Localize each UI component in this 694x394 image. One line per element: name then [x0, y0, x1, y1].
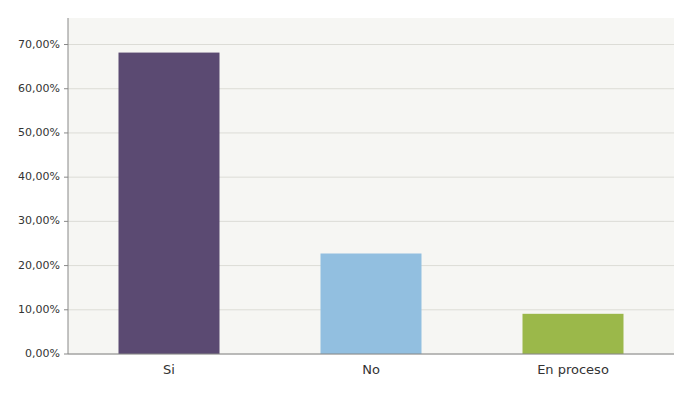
- bar: [321, 254, 422, 354]
- y-tick: [64, 265, 68, 266]
- y-tick-label: 30,00%: [18, 214, 60, 227]
- x-tick-label: No: [362, 362, 380, 377]
- bars: [119, 53, 624, 354]
- grid-line: [68, 44, 674, 45]
- plot-background: [68, 18, 674, 354]
- y-tick-label: 50,00%: [18, 126, 60, 139]
- y-tick-label: 20,00%: [18, 259, 60, 272]
- x-tick-label: En proceso: [537, 362, 609, 377]
- y-tick-label: 70,00%: [18, 38, 60, 51]
- y-tick: [64, 309, 68, 310]
- y-tick: [64, 132, 68, 133]
- x-axis-line: [68, 354, 674, 355]
- bar: [119, 53, 220, 354]
- y-tick-label: 0,00%: [25, 347, 60, 360]
- y-tick: [64, 177, 68, 178]
- chart-container: 0,00% 10,00% 20,00% 30,00% 40,00% 50,00% 60,00…: [0, 0, 694, 394]
- y-tick: [64, 44, 68, 45]
- y-tick: [64, 354, 68, 355]
- y-tick: [64, 88, 68, 89]
- y-tick-label: 40,00%: [18, 170, 60, 183]
- x-axis: Si No En proceso: [163, 362, 609, 377]
- x-tick-label: Si: [163, 362, 175, 377]
- y-axis-line: [68, 18, 69, 354]
- y-tick-label: 60,00%: [18, 82, 60, 95]
- bar: [523, 314, 624, 354]
- y-axis: 0,00% 10,00% 20,00% 30,00% 40,00% 50,00% 60,00…: [18, 38, 68, 360]
- grid-line: [68, 354, 674, 355]
- chart: 0,00% 10,00% 20,00% 30,00% 40,00% 50,00% 60,00…: [0, 0, 694, 394]
- y-tick-label: 10,00%: [18, 303, 60, 316]
- y-tick: [64, 221, 68, 222]
- grid: [68, 45, 674, 354]
